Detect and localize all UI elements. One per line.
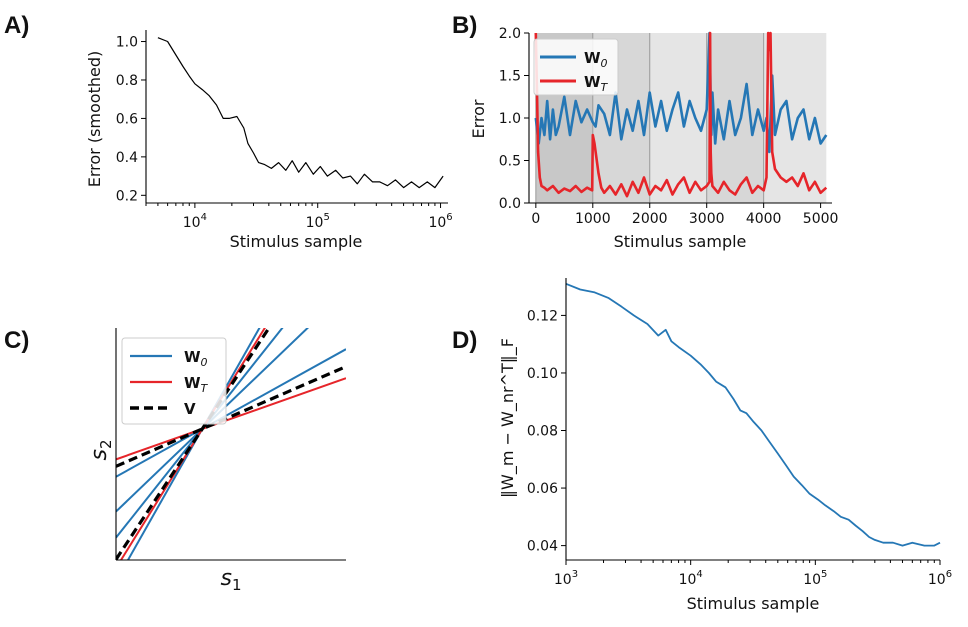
panel-b-xlabel: Stimulus sample — [614, 232, 747, 251]
panel-c-legend-label: WT — [184, 374, 209, 395]
panel-a-ytick-label: 0.6 — [116, 111, 138, 127]
panel-b-ytick-label: 2.0 — [499, 26, 521, 42]
panel-c-ylabel-base: s — [87, 449, 112, 460]
panel-c-legend-label-sub: 0 — [201, 356, 208, 369]
panel-c-xlabel: s1 — [220, 566, 241, 594]
panel-a-xtick-label-exp: 4 — [201, 212, 207, 223]
panel-a-xtick-label-base: 10 — [183, 215, 201, 231]
panel-c-line-w0 — [116, 328, 284, 539]
panel-c-legend-label: W0 — [184, 348, 208, 369]
panel-b-xtick-label: 2000 — [632, 211, 668, 227]
panel-d-ytick-label: 0.08 — [527, 424, 558, 440]
panel-b-ytick-label: 1.0 — [499, 111, 521, 127]
panel-d-xtick-label-exp: 5 — [821, 569, 827, 580]
panel-c-line-group — [116, 328, 346, 560]
panel-c-legend-label-base: W — [184, 348, 201, 366]
panel-c-legend-label: V — [184, 400, 196, 418]
panel-a-xtick-label: 104 — [183, 212, 207, 231]
panel-b-xtick-label: 4000 — [746, 211, 782, 227]
panel-c-legend-label-base: V — [184, 400, 196, 418]
panel-a-ytick-label: 1.0 — [116, 35, 138, 51]
panel-a-ylabel: Error (smoothed) — [85, 51, 104, 187]
panel-a-ytick-label: 0.8 — [116, 73, 138, 89]
panel-d-ytick-label: 0.04 — [527, 539, 558, 555]
panel-d-norm-line — [565, 282, 941, 547]
panel-b-legend-label-sub: 0 — [601, 57, 608, 70]
panel-a-error-line — [157, 37, 444, 189]
panel-d-xtick-label: 104 — [679, 569, 703, 588]
panel-a-xtick-label: 106 — [428, 212, 452, 231]
panel-a-ytick-label: 0.2 — [116, 188, 138, 204]
panel-b-xtick-label: 0 — [531, 211, 540, 227]
panel-c-ylabel-sub: 2 — [97, 439, 115, 449]
panel-c-line-wt — [116, 377, 346, 461]
panel-b-xtick-label: 5000 — [803, 211, 839, 227]
panel-c-line-w0 — [116, 348, 346, 478]
panel-label-a: A) — [4, 12, 29, 39]
panel-c-line-w0 — [126, 328, 261, 560]
panel-label-d: D) — [452, 327, 477, 354]
panel-c-legend-label-sub: T — [201, 382, 209, 395]
panel-a-ytick-label: 0.4 — [116, 150, 138, 166]
panel-b-legend-label-base: W — [584, 73, 601, 91]
panel-b-xtick-label: 3000 — [689, 211, 725, 227]
panel-d-xtick-label-base: 10 — [928, 572, 946, 588]
panel-a-xtick-label-exp: 6 — [446, 212, 452, 223]
panel-b-legend-label-sub: T — [601, 81, 609, 94]
panel-c-legend-box — [121, 337, 227, 425]
panel-c-line-w0 — [116, 328, 310, 513]
panel-a-xtick-label-exp: 5 — [323, 212, 329, 223]
panel-b-legend-label: WT — [584, 73, 609, 94]
panel-d-ytick-label: 0.10 — [527, 366, 558, 382]
panel-d-ylabel: ‖W_m − W_nr^T‖_F — [498, 338, 518, 498]
panel-d-xtick-label: 103 — [554, 569, 578, 588]
panel-a-xtick-label-base: 10 — [428, 215, 446, 231]
panel-d-xtick-label-exp: 4 — [696, 569, 702, 580]
panel-a-xtick-label: 105 — [306, 212, 330, 231]
panel-d-xtick-label-exp: 6 — [946, 569, 952, 580]
panel-d-ytick-label: 0.06 — [527, 481, 558, 497]
panel-b-xtick-label: 1000 — [575, 211, 611, 227]
panel-b-ylabel: Error — [469, 99, 488, 138]
panel-c-xlabel-sub: 1 — [232, 576, 242, 594]
panel-c-legend-label-base: W — [184, 374, 201, 392]
panel-b-shaded-region — [649, 33, 707, 203]
panel-d-xtick-label-exp: 3 — [572, 569, 578, 580]
panel-a-xtick-label-base: 10 — [306, 215, 324, 231]
panel-d-xtick-label-base: 10 — [554, 572, 572, 588]
panel-b-ytick-label: 0.5 — [499, 154, 521, 170]
panel-c-ylabel: s2 — [87, 439, 115, 460]
panel-d-ytick-label: 0.12 — [527, 308, 558, 324]
panel-b-ytick-label: 1.5 — [499, 69, 521, 85]
panel-d-xtick-label: 105 — [803, 569, 827, 588]
panel-d-xtick-label-base: 10 — [679, 572, 697, 588]
panel-b-chart: 0.0 0.5 1.0 1.5 2.0 0 1000 2000 3000 4000 5000 Sti… — [469, 26, 838, 251]
panel-label-b: B) — [452, 12, 477, 39]
panel-b-series-wt — [534, 31, 828, 198]
panel-d-xlabel: Stimulus sample — [687, 594, 820, 613]
panel-b-legend-label-base: W — [584, 49, 601, 67]
panel-d-xtick-label: 106 — [928, 569, 952, 588]
panel-c-xlabel-base: s — [220, 566, 231, 591]
panel-b-legend-label: W0 — [584, 49, 608, 70]
panel-d-xtick-label-base: 10 — [803, 572, 821, 588]
panel-label-c: C) — [4, 327, 29, 354]
panel-a-xlabel: Stimulus sample — [230, 232, 363, 251]
panel-b-ytick-label: 0.0 — [499, 196, 521, 212]
